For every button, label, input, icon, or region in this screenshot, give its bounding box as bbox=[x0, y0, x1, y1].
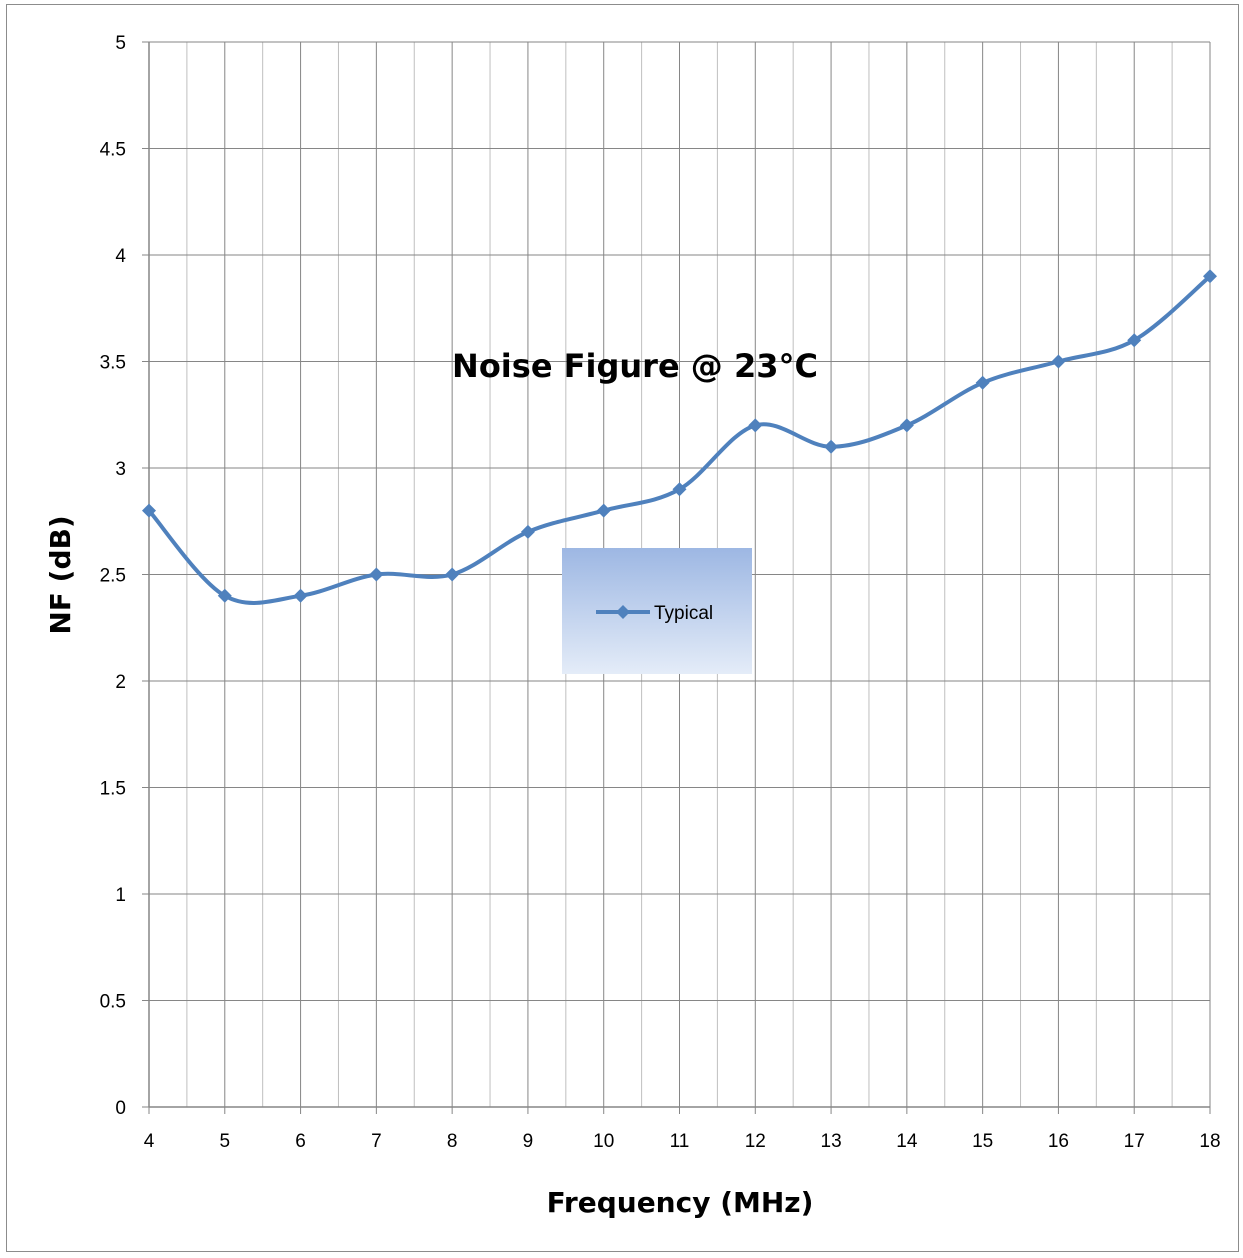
y-tick-label: 5 bbox=[115, 33, 126, 54]
y-tick-label: 4 bbox=[115, 246, 126, 267]
data-point-marker bbox=[445, 567, 460, 582]
legend-marker-diamond bbox=[616, 605, 630, 619]
x-tick-label: 18 bbox=[1199, 1131, 1220, 1152]
legend: Typical bbox=[562, 548, 752, 674]
x-tick-label: 7 bbox=[371, 1131, 382, 1152]
axes bbox=[142, 41, 1211, 1114]
data-point-marker bbox=[596, 503, 611, 518]
y-axis-tick-labels: 0 0.5 1 1.5 2 2.5 3 3.5 4 4.5 5 bbox=[100, 33, 127, 1119]
legend-box bbox=[562, 548, 752, 674]
data-point-marker bbox=[975, 375, 990, 390]
y-tick-label: 2 bbox=[115, 672, 126, 693]
x-tick-label: 4 bbox=[144, 1131, 155, 1152]
data-point-marker bbox=[899, 418, 914, 433]
x-tick-label: 9 bbox=[523, 1131, 534, 1152]
data-point-marker bbox=[217, 588, 232, 603]
x-tick-label: 12 bbox=[745, 1131, 766, 1152]
y-tick-label: 3 bbox=[115, 459, 126, 480]
x-tick-label: 6 bbox=[295, 1131, 306, 1152]
data-point-marker bbox=[293, 588, 308, 603]
chart-title: Noise Figure @ 23°C bbox=[452, 347, 818, 385]
x-tick-label: 11 bbox=[670, 1131, 690, 1152]
y-axis-title: NF (dB) bbox=[44, 515, 77, 634]
data-point-marker bbox=[824, 439, 839, 454]
data-point-marker bbox=[1051, 354, 1066, 369]
y-tick-label: 4.5 bbox=[100, 140, 126, 161]
x-axis-tick-labels: 4 5 6 7 8 9 10 11 12 13 14 15 16 17 18 bbox=[144, 1131, 1221, 1152]
y-tick-label: 1 bbox=[115, 885, 126, 906]
x-tick-label: 15 bbox=[972, 1131, 993, 1152]
x-tick-label: 16 bbox=[1048, 1131, 1069, 1152]
x-tick-label: 8 bbox=[447, 1131, 458, 1152]
legend-label-typical: Typical bbox=[654, 603, 713, 624]
x-tick-label: 17 bbox=[1124, 1131, 1145, 1152]
data-point-marker bbox=[369, 567, 384, 582]
y-tick-label: 1.5 bbox=[100, 779, 126, 800]
data-point-marker bbox=[1203, 269, 1217, 284]
x-tick-label: 10 bbox=[593, 1131, 614, 1152]
data-point-marker bbox=[672, 482, 687, 497]
data-point-marker bbox=[1127, 333, 1142, 348]
y-tick-label: 0.5 bbox=[100, 992, 126, 1013]
data-point-marker bbox=[520, 524, 535, 539]
x-tick-label: 5 bbox=[219, 1131, 230, 1152]
data-point-marker bbox=[748, 418, 763, 433]
data-point-marker bbox=[142, 503, 156, 518]
y-tick-label: 0 bbox=[115, 1098, 126, 1119]
x-tick-label: 13 bbox=[821, 1131, 842, 1152]
grid-lines bbox=[149, 41, 1211, 1107]
x-axis-title: Frequency (MHz) bbox=[547, 1186, 814, 1219]
y-tick-label: 2.5 bbox=[100, 566, 126, 587]
x-tick-label: 14 bbox=[896, 1131, 918, 1152]
y-tick-label: 3.5 bbox=[100, 353, 126, 374]
series-typical bbox=[142, 269, 1217, 605]
